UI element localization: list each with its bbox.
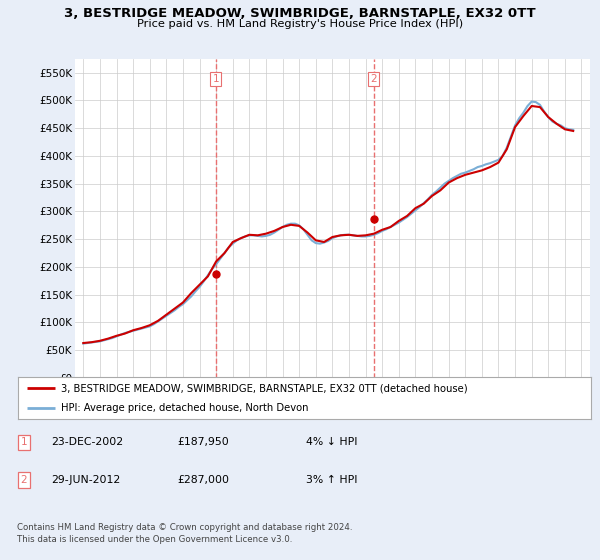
Text: Price paid vs. HM Land Registry's House Price Index (HPI): Price paid vs. HM Land Registry's House … — [137, 19, 463, 29]
Text: HPI: Average price, detached house, North Devon: HPI: Average price, detached house, Nort… — [61, 403, 308, 413]
Text: 29-JUN-2012: 29-JUN-2012 — [51, 475, 120, 485]
Text: 4% ↓ HPI: 4% ↓ HPI — [306, 437, 358, 447]
Text: 3, BESTRIDGE MEADOW, SWIMBRIDGE, BARNSTAPLE, EX32 0TT (detached house): 3, BESTRIDGE MEADOW, SWIMBRIDGE, BARNSTA… — [61, 383, 467, 393]
Text: 2: 2 — [370, 74, 377, 84]
Text: Contains HM Land Registry data © Crown copyright and database right 2024.: Contains HM Land Registry data © Crown c… — [17, 523, 352, 532]
Text: 3% ↑ HPI: 3% ↑ HPI — [306, 475, 358, 485]
Text: £187,950: £187,950 — [177, 437, 229, 447]
Text: 23-DEC-2002: 23-DEC-2002 — [51, 437, 123, 447]
Text: 3, BESTRIDGE MEADOW, SWIMBRIDGE, BARNSTAPLE, EX32 0TT: 3, BESTRIDGE MEADOW, SWIMBRIDGE, BARNSTA… — [64, 7, 536, 20]
Text: 1: 1 — [212, 74, 219, 84]
Text: 1: 1 — [20, 437, 28, 447]
Text: £287,000: £287,000 — [177, 475, 229, 485]
Text: 2: 2 — [20, 475, 28, 485]
Text: This data is licensed under the Open Government Licence v3.0.: This data is licensed under the Open Gov… — [17, 535, 292, 544]
